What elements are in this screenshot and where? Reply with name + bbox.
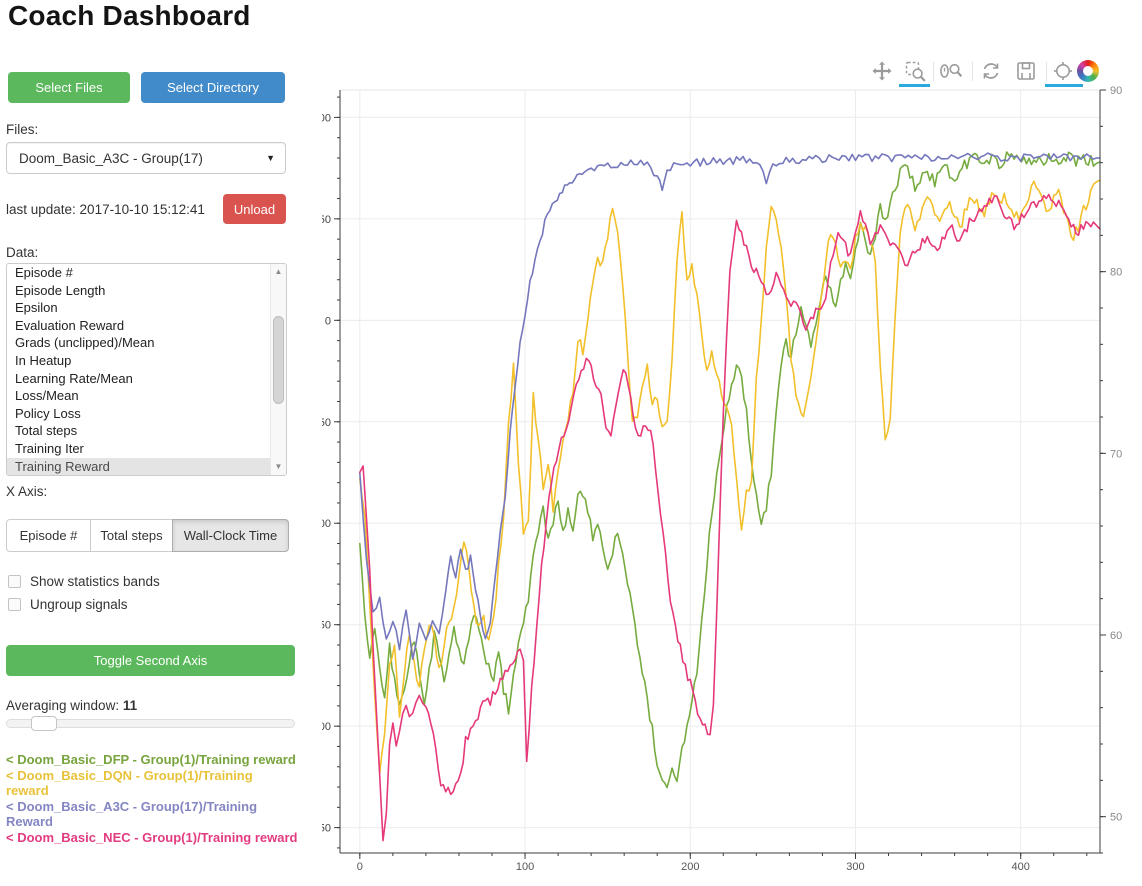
files-label: Files: [6, 122, 39, 137]
x-axis-label: X Axis: [6, 484, 48, 499]
plot-canvas[interactable]: -250 -200 -150 -100 -50 0 50 100 50 60 70 80 90 0 100 2… [309, 56, 1142, 881]
list-item[interactable]: Learning Rate/Mean [15, 370, 133, 386]
hover-active-underline [1045, 84, 1083, 87]
list-item[interactable]: Grads (unclipped)/Mean [15, 335, 155, 351]
scroll-up-icon[interactable]: ▲ [274, 267, 283, 276]
bokeh-logo-icon[interactable] [1077, 60, 1099, 82]
ungroup-label: Ungroup signals [30, 597, 128, 612]
show-bands-row[interactable]: Show statistics bands [8, 574, 160, 589]
scrollbar[interactable]: ▲ ▼ [270, 264, 286, 475]
svg-text:-100: -100 [322, 518, 331, 530]
radio-total-steps[interactable]: Total steps [90, 519, 173, 552]
svg-text:50: 50 [322, 214, 331, 226]
hover-tool-icon[interactable] [1052, 60, 1074, 82]
unload-button[interactable]: Unload [223, 194, 286, 224]
data-label: Data: [6, 245, 39, 260]
page-title: Coach Dashboard [8, 0, 251, 31]
list-item[interactable]: Evaluation Reward [15, 317, 125, 333]
list-item[interactable]: Total steps [15, 423, 78, 439]
list-item[interactable]: Policy Loss [15, 405, 81, 421]
signals-legend: < Doom_Basic_DFP - Group(1)/Training rew… [6, 752, 298, 845]
pan-tool-icon[interactable] [871, 60, 893, 82]
file-select-value: Doom_Basic_A3C - Group(17) [19, 150, 203, 166]
svg-text:-200: -200 [322, 721, 331, 733]
svg-text:200: 200 [681, 861, 699, 873]
svg-text:100: 100 [516, 861, 534, 873]
toolbar-separator [1046, 62, 1047, 81]
scroll-down-icon[interactable]: ▼ [274, 462, 283, 471]
list-item[interactable]: Loss/Mean [15, 388, 79, 404]
show-bands-checkbox[interactable] [8, 575, 21, 588]
wheel-zoom-tool-icon[interactable] [939, 60, 965, 82]
radio-episode[interactable]: Episode # [6, 519, 91, 552]
reset-tool-icon[interactable] [980, 60, 1002, 82]
chart-panel: -250 -200 -150 -100 -50 0 50 100 50 60 70 80 90 0 100 2… [309, 56, 1142, 881]
svg-text:100: 100 [322, 112, 331, 124]
ungroup-checkbox[interactable] [8, 598, 21, 611]
list-item-selected[interactable]: Training Reward [7, 457, 286, 475]
show-bands-label: Show statistics bands [30, 574, 160, 589]
list-item[interactable]: Episode # [15, 265, 73, 280]
legend-item-dfp[interactable]: < Doom_Basic_DFP - Group(1)/Training rew… [6, 752, 296, 767]
svg-text:-150: -150 [322, 620, 331, 632]
select-directory-button[interactable]: Select Directory [141, 72, 285, 103]
averaging-slider[interactable] [6, 716, 295, 731]
toggle-second-axis-button[interactable]: Toggle Second Axis [6, 645, 295, 676]
averaging-window-value: 11 [122, 698, 138, 713]
svg-text:80: 80 [1110, 267, 1122, 279]
radio-wall-clock-time[interactable]: Wall-Clock Time [172, 519, 289, 552]
legend-item-a3c[interactable]: < Doom_Basic_A3C - Group(17)/Training Re… [6, 798, 258, 830]
svg-text:50: 50 [1110, 812, 1122, 824]
svg-text:-50: -50 [322, 417, 331, 429]
legend-item-dqn[interactable]: < Doom_Basic_DQN - Group(1)/Training rew… [6, 767, 253, 799]
chevron-down-icon: ▼ [266, 153, 275, 163]
file-select[interactable]: Doom_Basic_A3C - Group(17) ▼ [6, 142, 286, 174]
ungroup-row[interactable]: Ungroup signals [8, 597, 128, 612]
svg-text:90: 90 [1110, 85, 1122, 97]
legend-item-nec[interactable]: < Doom_Basic_NEC - Group(1)/Training rew… [6, 829, 298, 845]
x-axis-radio-group: Episode # Total steps Wall-Clock Time [6, 519, 289, 552]
list-item[interactable]: In Heatup [15, 352, 72, 368]
save-tool-icon[interactable] [1015, 60, 1037, 82]
averaging-window-label: Averaging window: 11 [6, 698, 138, 713]
list-item[interactable]: Training Iter [15, 440, 84, 456]
svg-text:70: 70 [1110, 448, 1122, 460]
svg-text:-250: -250 [322, 823, 331, 835]
data-multiselect[interactable]: Episode # Episode Length Epsilon Evaluat… [6, 263, 287, 476]
toolbar-separator [933, 62, 934, 81]
list-item[interactable]: Epsilon [15, 300, 58, 316]
select-files-button[interactable]: Select Files [8, 72, 130, 103]
box-zoom-active-underline [899, 84, 930, 87]
last-update-label: last update: 2017-10-10 15:12:41 [6, 202, 205, 217]
toolbar-separator [972, 62, 973, 81]
list-item[interactable]: Episode Length [15, 282, 106, 298]
svg-text:0: 0 [357, 861, 363, 873]
slider-handle[interactable] [31, 716, 57, 731]
svg-text:60: 60 [1110, 630, 1122, 642]
svg-text:0: 0 [325, 315, 331, 327]
svg-text:400: 400 [1012, 861, 1030, 873]
scrollbar-thumb[interactable] [273, 316, 284, 404]
svg-text:300: 300 [846, 861, 864, 873]
box-zoom-tool-icon[interactable] [904, 60, 926, 82]
